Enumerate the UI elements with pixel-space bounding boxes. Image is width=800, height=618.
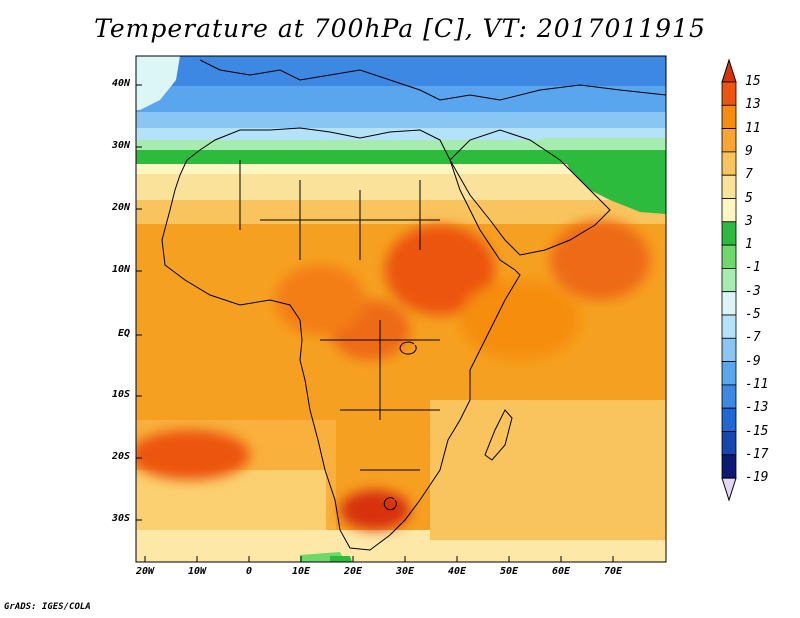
lat-tick-label: 30N: [111, 140, 130, 151]
colorbar-label: -15: [745, 423, 769, 439]
colorbar-label: -11: [745, 376, 769, 392]
temperature-field: [136, 56, 666, 562]
lat-tick-label: 10N: [111, 264, 130, 275]
lat-tick-label: EQ: [117, 328, 130, 339]
lat-tick-label: 20S: [111, 451, 130, 462]
lat-tick-label: 20N: [111, 202, 130, 213]
colorbar-label: 15: [745, 74, 761, 89]
colorbar-segment: [721, 174, 737, 199]
colorbar-segment: [721, 384, 737, 409]
colorbar-segment: [721, 337, 737, 362]
lon-tick-label: 10E: [291, 566, 311, 577]
lat-tick-label: 30S: [111, 513, 130, 524]
map-frame: [135, 55, 667, 563]
lon-tick-label: 40E: [447, 566, 467, 577]
colorbar-segment: [721, 291, 737, 316]
coastlines: [161, 59, 667, 551]
colorbar: [721, 58, 737, 502]
colorbar-label: -9: [745, 353, 761, 369]
colorbar-segment: [721, 128, 737, 153]
colorbar-label: 9: [745, 143, 753, 159]
colorbar-label: -7: [745, 330, 761, 346]
map-title: Temperature at 700hPa [C], VT: 201701191…: [94, 14, 706, 43]
colorbar-segment: [721, 151, 737, 176]
footer-credit: GrADS: IGES/COLA: [4, 602, 91, 612]
lat-tick-label: 10S: [111, 389, 130, 400]
colorbar-top-arrow: [721, 58, 737, 83]
colorbar-segment: [721, 81, 737, 106]
colorbar-segment: [721, 244, 737, 269]
lon-tick-label: 70E: [603, 566, 623, 577]
colorbar-label: 1: [745, 237, 753, 253]
colorbar-label: -3: [745, 283, 761, 299]
colorbar-segment: [721, 221, 737, 246]
colorbar-label: -17: [745, 446, 769, 462]
colorbar-segment: [721, 198, 737, 223]
colorbar-segment: [721, 454, 737, 479]
colorbar-segment: [721, 104, 737, 130]
colorbar-label: -1: [745, 260, 761, 276]
lat-tick-label: 40N: [111, 78, 130, 89]
lon-tick-label: 20E: [343, 566, 363, 577]
lon-tick-label: 20W: [135, 566, 155, 577]
lon-tick-label: 0: [245, 566, 253, 577]
colorbar-label: -19: [745, 470, 769, 486]
colorbar-label: -5: [745, 307, 761, 322]
colorbar-label: 5: [745, 190, 753, 206]
colorbar-label: -13: [745, 400, 769, 416]
lon-tick-label: 10W: [187, 566, 207, 577]
colorbar-segment: [721, 431, 737, 456]
lon-tick-label: 60E: [551, 566, 571, 577]
colorbar-label: 13: [745, 97, 761, 113]
colorbar-segment: [721, 407, 737, 432]
colorbar-bottom-arrow: [721, 477, 737, 502]
colorbar-label: 7: [745, 167, 753, 183]
colorbar-label: 3: [745, 213, 753, 229]
lon-tick-label: 30E: [395, 566, 415, 577]
lon-tick-label: 50E: [499, 566, 519, 577]
colorbar-segment: [721, 267, 737, 293]
colorbar-segment: [721, 361, 737, 386]
colorbar-label: 11: [745, 120, 761, 136]
colorbar-segment: [721, 314, 737, 339]
